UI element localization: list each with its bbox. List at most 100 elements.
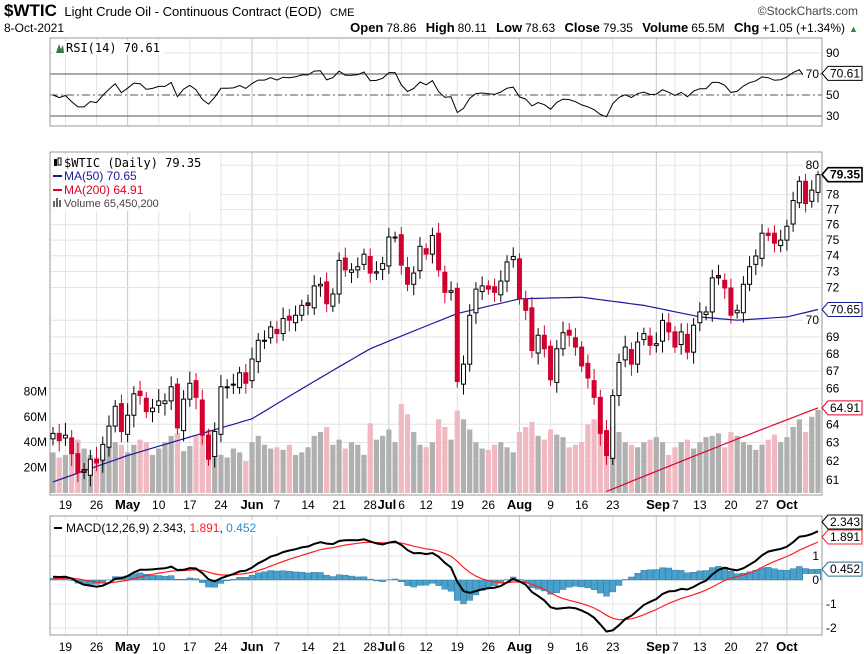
volume-bar xyxy=(212,442,218,493)
volume-bar xyxy=(460,419,467,493)
volume-bar xyxy=(771,434,778,493)
macd-histogram-bar xyxy=(603,579,610,597)
volume-bar xyxy=(796,419,802,493)
macd-histogram-bar xyxy=(429,579,436,584)
candle xyxy=(230,383,236,386)
volume-bar xyxy=(703,437,709,493)
macd-tick-label: -2 xyxy=(826,621,837,635)
candle xyxy=(317,283,323,287)
date-tick-label: 26 xyxy=(90,498,104,512)
macd-histogram-bar xyxy=(261,571,268,581)
candle xyxy=(311,285,317,309)
macd-panel xyxy=(49,515,823,636)
volume-bar xyxy=(678,442,684,493)
volume-bar xyxy=(491,444,498,493)
instrument-name: Light Crude Oil - Continuous Contract (E… xyxy=(64,4,321,19)
macd-histogram-bar xyxy=(727,570,735,581)
macd-tick-label: -1 xyxy=(826,597,837,611)
macd-histogram-bar xyxy=(143,574,150,581)
macd-histogram-bar xyxy=(597,579,604,594)
candle xyxy=(336,259,342,295)
date-tick-label: 19 xyxy=(451,640,465,654)
volume-bar xyxy=(479,448,485,493)
date-tick-label: May xyxy=(115,497,141,512)
macd-histogram-bar xyxy=(317,572,324,581)
volume-icon xyxy=(53,198,61,207)
macd-histogram-bar xyxy=(248,575,256,581)
volume-bar xyxy=(386,429,392,493)
ma200-line xyxy=(606,407,819,493)
candle xyxy=(81,469,87,473)
candle xyxy=(778,239,784,247)
price-panel xyxy=(49,151,823,496)
volume-bar xyxy=(523,426,529,493)
candle xyxy=(809,189,815,202)
volume-bar xyxy=(249,442,255,493)
volume-bar xyxy=(485,449,491,493)
date-tick-label: 19 xyxy=(451,498,465,512)
candle xyxy=(771,232,777,244)
volume-bar xyxy=(305,447,311,493)
macd-histogram-bar xyxy=(62,578,69,581)
volume-bar xyxy=(361,454,367,493)
price-tick-label: 78 xyxy=(826,188,840,202)
macd-histogram-bar xyxy=(653,569,660,581)
brand-logo[interactable]: ©StockCharts.com xyxy=(758,4,858,18)
macd-histogram-bar xyxy=(242,576,250,581)
candle xyxy=(380,263,386,270)
macd-histogram-bar xyxy=(342,574,349,581)
volume-bar xyxy=(778,442,784,493)
volume-bar xyxy=(448,439,454,493)
date-tick-label: Aug xyxy=(507,639,532,654)
macd-histogram-bar xyxy=(298,571,305,581)
macd-histogram-bar xyxy=(279,570,287,581)
chart-title: $WTIC Light Crude Oil - Continuous Contr… xyxy=(4,1,354,20)
candle xyxy=(261,339,267,342)
volume-bar xyxy=(417,444,423,493)
candle xyxy=(423,248,429,255)
candle xyxy=(647,335,653,346)
candle xyxy=(324,281,330,305)
price-tick-label-bg xyxy=(803,314,820,327)
volume-bar xyxy=(311,435,317,493)
date-tick-label: 23 xyxy=(606,498,620,512)
macd-histogram-bar xyxy=(199,579,206,583)
volume-bar xyxy=(759,444,765,493)
macd-histogram-bar xyxy=(155,575,162,581)
macd-series xyxy=(49,530,822,633)
volume-bar xyxy=(299,452,305,493)
candle xyxy=(255,339,261,363)
volume-bar xyxy=(230,448,236,493)
date-tick-label: 27 xyxy=(755,640,769,654)
macd-histogram-bar xyxy=(609,579,616,593)
volume-bar xyxy=(429,442,435,493)
date-tick-label: Aug xyxy=(507,497,532,512)
volume-legend: Volume 65,450,200 xyxy=(64,198,159,210)
volume-bar xyxy=(585,424,591,493)
volume-bar xyxy=(187,446,193,493)
price-tick-label: 69 xyxy=(826,330,840,344)
macd-histogram-bar xyxy=(771,568,778,581)
candle xyxy=(554,348,560,383)
volume-bar xyxy=(535,435,541,493)
volume-bar xyxy=(112,442,118,493)
macd-value-tag: 2.343 xyxy=(830,515,860,529)
macd-histogram-bar xyxy=(659,567,666,581)
volume-tick-label: 40M xyxy=(24,435,47,449)
macd-histogram-bar xyxy=(348,575,355,581)
macd-histogram-bar xyxy=(149,574,156,581)
volume-bar xyxy=(566,447,572,493)
volume-bar xyxy=(156,448,162,493)
price-tick-label: 77 xyxy=(826,203,840,217)
volume-bar xyxy=(373,439,380,493)
macd-histogram-bar xyxy=(684,572,691,581)
candle xyxy=(815,174,821,193)
macd-tick-label: 1 xyxy=(812,549,819,563)
ma200-value-tag-box xyxy=(821,400,863,416)
volume-bar xyxy=(50,452,56,493)
candle xyxy=(591,380,597,398)
candle xyxy=(249,358,255,382)
macd-histogram-bar xyxy=(422,579,430,586)
candle xyxy=(118,403,124,433)
